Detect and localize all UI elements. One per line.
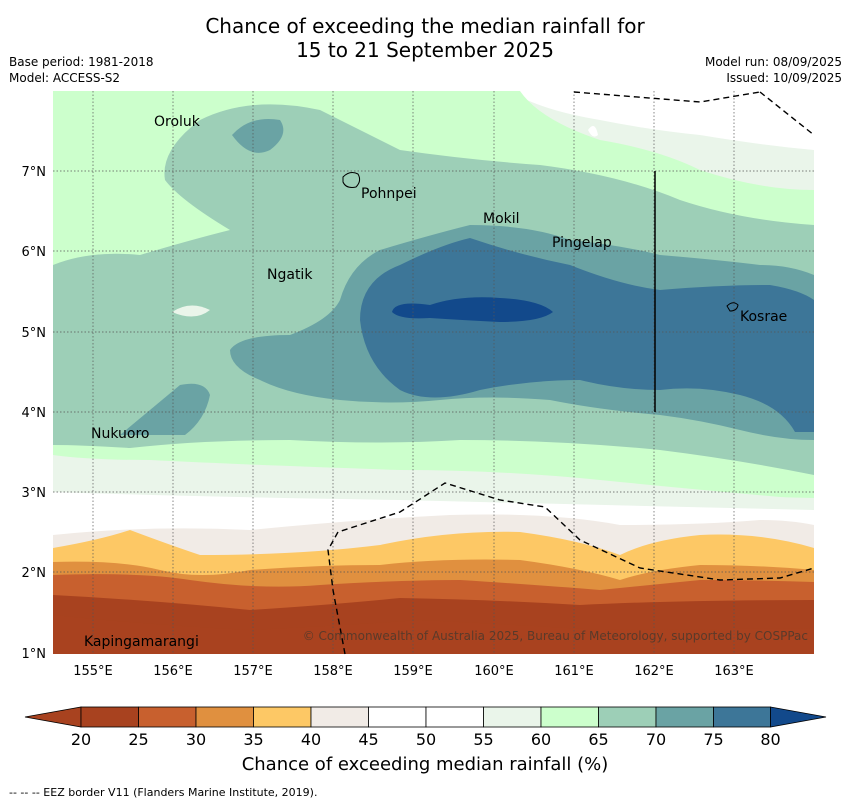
cbar-tick: 20	[71, 730, 91, 749]
cbar-tick: 50	[416, 730, 436, 749]
lon-tick-labels: 155°E 156°E 157°E 158°E 159°E 160°E 161°…	[73, 664, 754, 679]
lat-tick-labels: 7°N 6°N 5°N 4°N 3°N 2°N 1°N	[22, 165, 47, 662]
colorbar-ticks: 20 25 30 35 40 45 50 55 60 65 70 75 80	[71, 730, 781, 749]
cbar-tick: 60	[531, 730, 551, 749]
place-nukuoro: Nukuoro	[91, 426, 149, 442]
lon-tick: 158°E	[313, 664, 353, 679]
lon-tick: 156°E	[153, 664, 193, 679]
cbar-tick: 25	[128, 730, 148, 749]
title-line-1: Chance of exceeding the median rainfall …	[205, 14, 645, 38]
model-name: Model: ACCESS-S2	[9, 71, 121, 85]
base-period: Base period: 1981-2018	[9, 55, 154, 69]
lon-tick: 160°E	[474, 664, 514, 679]
place-oroluk: Oroluk	[154, 114, 201, 130]
lat-tick: 3°N	[22, 486, 47, 501]
place-mokil: Mokil	[483, 211, 520, 227]
lat-tick: 7°N	[22, 165, 47, 180]
cbar-tick: 80	[760, 730, 780, 749]
place-pingelap: Pingelap	[552, 235, 612, 251]
cbar-tick: 30	[186, 730, 206, 749]
kosrae-island-icon	[726, 302, 739, 312]
contour-fill	[53, 91, 814, 654]
model-run: Model run: 08/09/2025	[704, 55, 842, 69]
lat-tick: 2°N	[22, 566, 47, 581]
colorbar-label: Chance of exceeding median rainfall (%)	[241, 754, 609, 775]
lat-tick: 1°N	[22, 647, 47, 662]
footer-note: -- -- -- EEZ border V11 (Flanders Marine…	[9, 786, 318, 799]
meta-right: Model run: 08/09/2025 Issued: 10/09/2025	[705, 54, 842, 86]
meta-left: Base period: 1981-2018 Model: ACCESS-S2	[9, 54, 154, 86]
cbar-tick: 75	[703, 730, 723, 749]
place-kosrae: Kosrae	[740, 309, 787, 325]
grid-lines	[53, 91, 814, 654]
cbar-tick: 45	[358, 730, 378, 749]
colorbar	[24, 706, 827, 728]
cbar-tick: 40	[301, 730, 321, 749]
eez-border	[327, 91, 815, 655]
map-title: Chance of exceeding the median rainfall …	[0, 14, 850, 62]
place-labels: Oroluk Pohnpei Mokil Pingelap Ngatik Kos…	[84, 114, 787, 650]
lat-tick: 4°N	[22, 406, 47, 421]
lat-tick: 5°N	[22, 326, 47, 341]
lon-tick: 163°E	[714, 664, 754, 679]
place-pohnpei: Pohnpei	[361, 186, 417, 202]
place-ngatik: Ngatik	[267, 267, 313, 283]
title-line-2: 15 to 21 September 2025	[296, 38, 554, 62]
cbar-tick: 65	[588, 730, 608, 749]
lon-tick: 161°E	[554, 664, 594, 679]
pohnpei-island-icon	[342, 172, 361, 188]
cbar-tick: 70	[646, 730, 666, 749]
lon-tick: 159°E	[393, 664, 433, 679]
issued-date: Issued: 10/09/2025	[726, 71, 842, 85]
copyright-notice: © Commonwealth of Australia 2025, Bureau…	[303, 629, 808, 643]
cbar-tick: 35	[243, 730, 263, 749]
lon-tick: 155°E	[73, 664, 113, 679]
place-kapingamarangi: Kapingamarangi	[84, 634, 199, 650]
cbar-tick: 55	[473, 730, 493, 749]
lon-tick: 157°E	[233, 664, 273, 679]
lat-tick: 6°N	[22, 245, 47, 260]
lon-tick: 162°E	[634, 664, 674, 679]
